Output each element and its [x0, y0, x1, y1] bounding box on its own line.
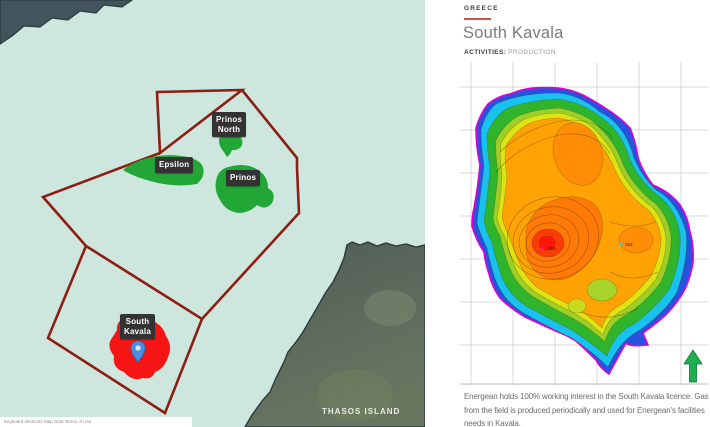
pin-icon [130, 340, 146, 363]
caption-line: from the field is produced periodically … [464, 405, 705, 415]
country-eyebrow: GREECE [464, 5, 499, 12]
map-label-prinos[interactable]: Prinos [226, 170, 261, 186]
activities-line: ACTIVITIES: PRODUCTION [464, 49, 556, 56]
licence-block-central [40, 89, 301, 321]
map-label-text: North [217, 124, 241, 134]
island-label: THASOS ISLAND [322, 407, 400, 416]
activities-value: PRODUCTION [508, 49, 556, 56]
location-pin[interactable] [130, 340, 146, 363]
licence-map[interactable]: THASOS ISLAND Prinos [0, 0, 425, 427]
licence-description: Energean holds 100% working interest in … [464, 390, 709, 427]
activities-label: ACTIVITIES: [464, 49, 507, 56]
pin-dot [135, 345, 141, 351]
band-deep-orange [525, 196, 603, 281]
well-marker [541, 246, 545, 250]
ridge-orange [552, 122, 604, 186]
headland-northwest [0, 0, 134, 45]
well-marker [619, 242, 623, 246]
land-highlight [317, 369, 393, 421]
map-label-south-kavala[interactable]: South Kavala [120, 314, 155, 339]
licence-block-north [155, 88, 246, 156]
pocket-yellow-green [567, 298, 587, 314]
thasos-island-landmass [244, 241, 425, 427]
map-attribution[interactable]: Keyboard shortcuts Map Data Terms of Use [0, 417, 192, 427]
accent-underline [464, 18, 491, 20]
map-label-text: Epsilon [159, 160, 190, 169]
map-label-prinos-north[interactable]: Prinos North [212, 112, 247, 137]
contour-map-figure: 365 363 [460, 62, 708, 385]
map-label-text: Prinos [230, 173, 257, 182]
map-label-text: Kavala [124, 326, 151, 336]
map-label-text: South [125, 317, 150, 326]
contour-rings [495, 119, 659, 318]
map-attribution-text: Keyboard shortcuts Map Data Terms of Use [4, 419, 92, 424]
land-highlight [364, 290, 416, 326]
caption-line: Energean holds 100% working interest in … [464, 392, 709, 401]
licence-boundaries [40, 88, 301, 415]
pocket-green [586, 278, 618, 302]
caption-line: needs in Kavala. [464, 419, 521, 427]
north-arrow-icon [683, 349, 703, 383]
map-label-epsilon[interactable]: Epsilon [155, 157, 194, 173]
page-title: South Kavala [463, 24, 564, 42]
map-label-text: Prinos [216, 115, 243, 124]
lobe-orange [618, 226, 654, 254]
well-label: 365 [548, 246, 556, 251]
detail-panel: GREECE South Kavala ACTIVITIES: PRODUCTI… [458, 0, 710, 427]
band-red-core [538, 235, 556, 251]
prinos-north-field [219, 133, 243, 157]
licence-block-south-kavala [46, 245, 204, 415]
well-label: 363 [625, 242, 633, 247]
contour-bands [471, 86, 694, 376]
map-canvas: THASOS ISLAND [0, 0, 425, 427]
